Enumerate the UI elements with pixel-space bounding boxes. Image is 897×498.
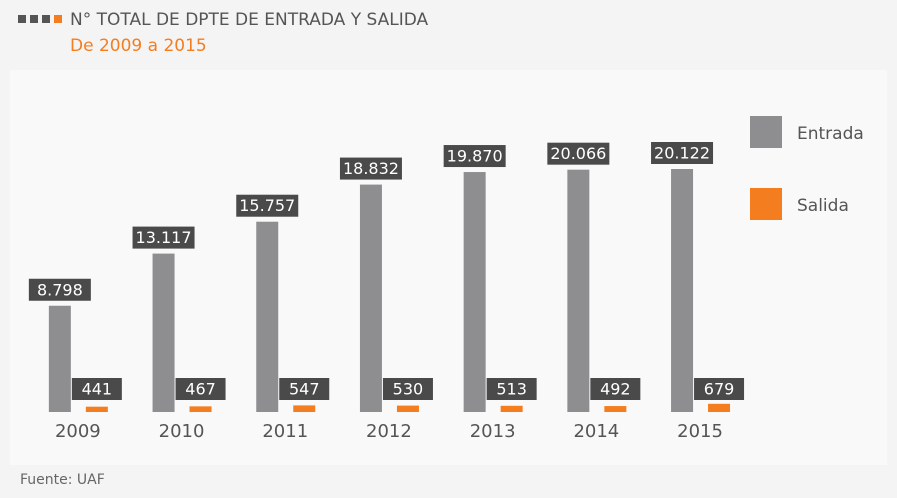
- bar: [189, 406, 212, 412]
- x-tick-label: 2009: [55, 421, 101, 442]
- value-label: 492: [600, 380, 631, 399]
- legend-label: Entrada: [797, 124, 864, 144]
- source: Fuente: UAF: [20, 472, 105, 488]
- x-tick-label: 2013: [470, 421, 516, 442]
- value-label-box: [694, 378, 745, 400]
- value-label: 20.066: [550, 144, 606, 163]
- bar: [671, 169, 694, 412]
- bar: [708, 403, 731, 412]
- bar: [463, 172, 486, 412]
- x-tick-label: 2015: [677, 421, 723, 442]
- value-label: 15.757: [239, 196, 295, 215]
- bar: [604, 406, 627, 412]
- value-label-box: [486, 378, 537, 400]
- value-label-box: [28, 278, 91, 301]
- legend-label: Salida: [797, 196, 849, 216]
- value-label-box: [71, 378, 122, 400]
- bar: [256, 221, 279, 412]
- value-label-box: [382, 378, 433, 400]
- value-label: 18.832: [343, 159, 399, 178]
- value-label-box: [175, 378, 226, 400]
- bar: [152, 253, 175, 412]
- x-tick-label: 2012: [366, 421, 412, 442]
- bar: [500, 405, 523, 412]
- value-label-box: [651, 142, 714, 164]
- value-label: 13.117: [136, 228, 192, 247]
- value-label-box: [547, 142, 610, 165]
- value-label: 8.798: [37, 280, 83, 299]
- title-icon: [54, 15, 62, 23]
- legend-swatch: [750, 188, 782, 220]
- value-label-box: [590, 378, 641, 400]
- value-label-box: [339, 157, 402, 180]
- chart-subtitle: De 2009 a 2015: [70, 36, 207, 56]
- value-label: 547: [289, 380, 320, 399]
- value-label-box: [236, 194, 299, 217]
- bar: [48, 305, 71, 412]
- value-label: 467: [185, 380, 216, 399]
- value-label: 20.122: [654, 144, 710, 163]
- value-label-box: [279, 378, 330, 400]
- bar: [85, 406, 108, 412]
- value-label-box: [132, 226, 195, 249]
- value-label: 513: [496, 380, 527, 399]
- value-label: 19.870: [447, 147, 503, 166]
- bar: [567, 169, 590, 412]
- value-label: 530: [393, 380, 424, 399]
- chart-title: N° TOTAL DE DPTE DE ENTRADA Y SALIDA: [70, 10, 429, 30]
- title-icon: [42, 15, 50, 23]
- value-label-box: [443, 145, 506, 168]
- bar: [396, 405, 419, 412]
- legend-swatch: [750, 116, 782, 148]
- value-label: 679: [704, 380, 735, 399]
- x-tick-label: 2014: [573, 421, 619, 442]
- title-icon: [30, 15, 38, 23]
- bar: [359, 184, 382, 412]
- x-tick-label: 2010: [159, 421, 205, 442]
- value-label: 441: [82, 380, 113, 399]
- x-tick-label: 2011: [262, 421, 308, 442]
- bar: [293, 405, 316, 412]
- title-icon: [18, 15, 26, 23]
